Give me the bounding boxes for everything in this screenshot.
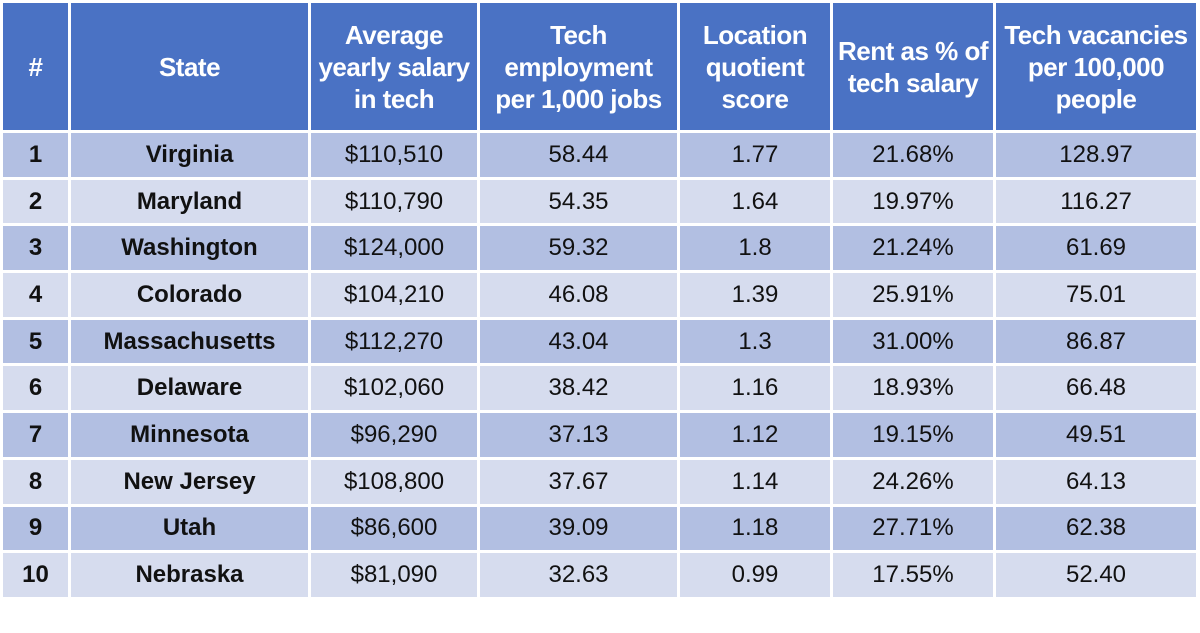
table-cell: 1.64 — [677, 176, 833, 227]
table-cell: 24.26% — [830, 456, 996, 507]
table-row: 3 Washington $124,000 59.32 1.8 21.24% 61.69 — [0, 223, 1199, 274]
table-cell: 4 — [0, 270, 71, 320]
table-cell: 1.39 — [677, 270, 833, 320]
table-cell: 27.71% — [830, 503, 996, 554]
table-cell: 86.87 — [993, 316, 1199, 367]
table-cell: Utah — [68, 503, 311, 554]
table-cell: 38.42 — [477, 363, 680, 414]
table-cell: 61.69 — [993, 223, 1199, 274]
table-cell: 1.12 — [677, 410, 833, 460]
table-cell: 3 — [0, 223, 71, 274]
table-cell: Delaware — [68, 363, 311, 414]
table-cell: 1.8 — [677, 223, 833, 274]
column-header: Average yearly salary in tech — [308, 0, 480, 133]
table-row: 1 Virginia $110,510 58.44 1.77 21.68% 128.97 — [0, 130, 1199, 180]
table-cell: 7 — [0, 410, 71, 460]
table-cell: $96,290 — [308, 410, 480, 460]
table-cell: 8 — [0, 456, 71, 507]
column-header: Rent as % of tech salary — [830, 0, 996, 133]
table-cell: 1 — [0, 130, 71, 180]
table-cell: 46.08 — [477, 270, 680, 320]
table-cell: 21.24% — [830, 223, 996, 274]
table-row: 6 Delaware $102,060 38.42 1.16 18.93% 66.48 — [0, 363, 1199, 414]
table-cell: $102,060 — [308, 363, 480, 414]
table-row: 2 Maryland $110,790 54.35 1.64 19.97% 116.27 — [0, 176, 1199, 227]
table-cell: 37.13 — [477, 410, 680, 460]
column-header: # — [0, 0, 71, 133]
table-cell: 116.27 — [993, 176, 1199, 227]
table-cell: 62.38 — [993, 503, 1199, 554]
table-cell: 43.04 — [477, 316, 680, 367]
table-row: 9 Utah $86,600 39.09 1.18 27.71% 62.38 — [0, 503, 1199, 554]
table-cell: Nebraska — [68, 550, 311, 600]
table-row: 7 Minnesota $96,290 37.13 1.12 19.15% 49.51 — [0, 410, 1199, 460]
table-cell: Maryland — [68, 176, 311, 227]
table-cell: 1.18 — [677, 503, 833, 554]
table-body: 1 Virginia $110,510 58.44 1.77 21.68% 128.97 2 M… — [0, 130, 1199, 600]
table-cell: 32.63 — [477, 550, 680, 600]
table-cell: 39.09 — [477, 503, 680, 554]
table-cell: 75.01 — [993, 270, 1199, 320]
table-cell: Washington — [68, 223, 311, 274]
table-cell: 18.93% — [830, 363, 996, 414]
table-cell: $110,790 — [308, 176, 480, 227]
table-cell: $104,210 — [308, 270, 480, 320]
table-cell: $108,800 — [308, 456, 480, 507]
table-cell: 37.67 — [477, 456, 680, 507]
table-cell: New Jersey — [68, 456, 311, 507]
table-row: 4 Colorado $104,210 46.08 1.39 25.91% 75.01 — [0, 270, 1199, 320]
table-row: 5 Massachusetts $112,270 43.04 1.3 31.00% 86.8… — [0, 316, 1199, 367]
table-cell: 6 — [0, 363, 71, 414]
table-cell: 19.97% — [830, 176, 996, 227]
table-cell: 10 — [0, 550, 71, 600]
table-cell: $110,510 — [308, 130, 480, 180]
table-cell: 54.35 — [477, 176, 680, 227]
table-cell: 49.51 — [993, 410, 1199, 460]
table-cell: 19.15% — [830, 410, 996, 460]
table-cell: $124,000 — [308, 223, 480, 274]
column-header: Tech employment per 1,000 jobs — [477, 0, 680, 133]
table-cell: 128.97 — [993, 130, 1199, 180]
table-cell: 21.68% — [830, 130, 996, 180]
table-cell: Colorado — [68, 270, 311, 320]
table-row: 10 Nebraska $81,090 32.63 0.99 17.55% 52.40 — [0, 550, 1199, 600]
table-cell: 1.77 — [677, 130, 833, 180]
table-cell: 64.13 — [993, 456, 1199, 507]
table-cell: 58.44 — [477, 130, 680, 180]
table-cell: Minnesota — [68, 410, 311, 460]
table-cell: 25.91% — [830, 270, 996, 320]
table-cell: 31.00% — [830, 316, 996, 367]
column-header: State — [68, 0, 311, 133]
table-cell: Massachusetts — [68, 316, 311, 367]
table-cell: $81,090 — [308, 550, 480, 600]
table-row: 8 New Jersey $108,800 37.67 1.14 24.26% 64.13 — [0, 456, 1199, 507]
table-cell: 9 — [0, 503, 71, 554]
table-cell: $112,270 — [308, 316, 480, 367]
table-cell: 66.48 — [993, 363, 1199, 414]
table-cell: 59.32 — [477, 223, 680, 274]
column-header: Tech vacancies per 100,000 people — [993, 0, 1199, 133]
table-cell: 1.3 — [677, 316, 833, 367]
table-cell: 0.99 — [677, 550, 833, 600]
table-cell: 52.40 — [993, 550, 1199, 600]
state-table: # State Average yearly salary in tech Tech … — [0, 0, 1199, 600]
table-cell: 17.55% — [830, 550, 996, 600]
table-cell: Virginia — [68, 130, 311, 180]
table-cell: 2 — [0, 176, 71, 227]
table-cell: 1.16 — [677, 363, 833, 414]
table-cell: $86,600 — [308, 503, 480, 554]
table-cell: 1.14 — [677, 456, 833, 507]
header-row: # State Average yearly salary in tech Tech … — [0, 0, 1199, 133]
column-header: Location quotient score — [677, 0, 833, 133]
table-cell: 5 — [0, 316, 71, 367]
